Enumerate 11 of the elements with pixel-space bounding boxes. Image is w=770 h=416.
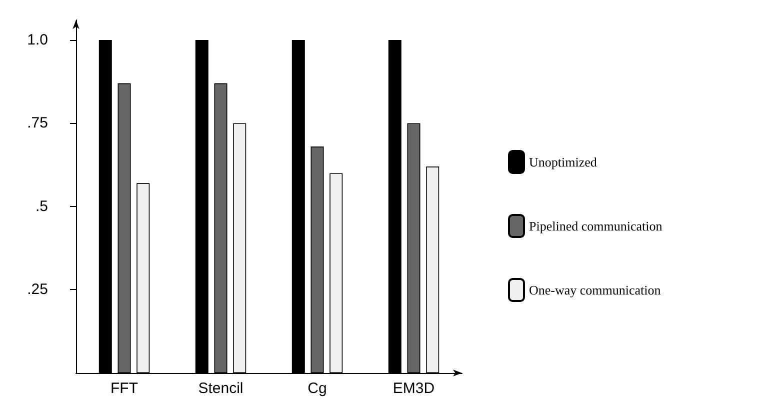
x-tick-label: Stencil: [198, 380, 244, 397]
legend-label: Pipelined communication: [529, 218, 663, 234]
x-tick-label: EM3D: [392, 380, 435, 397]
legend-label: One-way communication: [529, 282, 662, 298]
y-tick-label: 1.0: [27, 31, 48, 48]
y-tick-label: .25: [27, 281, 48, 298]
y-tick-label: .5: [35, 198, 48, 215]
x-tick-label: Cg: [308, 380, 327, 397]
x-tick-label: FFT: [110, 380, 138, 397]
y-tick-label: .75: [27, 114, 48, 132]
legend-label: Unoptimized: [529, 154, 598, 170]
